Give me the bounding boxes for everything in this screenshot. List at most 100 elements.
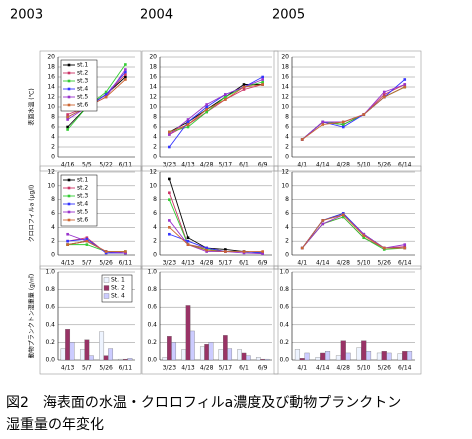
legend-swatch: [67, 79, 71, 83]
series-line: [301, 216, 405, 249]
point: [104, 93, 108, 96]
point: [205, 250, 208, 253]
x-tick-label: 4/16: [61, 162, 75, 169]
series-line: [301, 212, 405, 249]
point: [168, 226, 171, 229]
x-tick-label: 5/26: [99, 260, 113, 267]
y-tick-label: 0.0: [279, 357, 289, 364]
point: [362, 234, 366, 237]
y-tick-label: 2: [51, 238, 55, 245]
point: [341, 215, 345, 219]
bar: [324, 351, 331, 361]
y-tick-label: 14: [47, 84, 55, 91]
x-tick-label: 6/11: [119, 260, 133, 267]
point: [205, 246, 208, 250]
y-tick-label: 0: [51, 154, 55, 161]
y-tick-label: 20: [149, 54, 157, 61]
point: [362, 113, 366, 116]
x-tick-label: 6/11: [119, 365, 133, 372]
point: [124, 75, 127, 79]
x-tick-label: 4/1: [297, 260, 307, 267]
y-tick-label: 6: [153, 124, 157, 131]
series-line: [169, 79, 263, 135]
legend-swatch: [67, 210, 71, 214]
bar: [304, 352, 310, 361]
bar: [118, 358, 124, 361]
y-tick-label: 14: [281, 84, 289, 91]
x-tick-label: 5/7: [82, 260, 92, 267]
legend-label: st.3: [77, 78, 88, 85]
panel-frame: [141, 265, 279, 375]
point: [362, 232, 366, 236]
legend-label: st.1: [77, 62, 88, 69]
x-tick-label: 4/14: [316, 162, 330, 169]
point: [85, 243, 89, 246]
point: [321, 219, 325, 222]
series-line: [169, 227, 263, 252]
bar: [204, 344, 209, 361]
point: [362, 236, 366, 240]
series-line: [169, 233, 263, 254]
x-tick-label: 4/28: [200, 365, 214, 372]
point: [382, 248, 386, 251]
point: [403, 245, 407, 248]
bar: [365, 351, 372, 361]
y-tick-label: 4: [51, 224, 55, 231]
bar: [103, 355, 109, 361]
point: [261, 252, 264, 255]
point: [186, 120, 190, 124]
point: [124, 73, 127, 76]
y-tick-label: 6: [285, 124, 289, 131]
x-tick-label: 5/22: [99, 162, 113, 169]
x-tick-label: 5/10: [357, 162, 371, 169]
bar: [340, 340, 346, 361]
point: [382, 95, 386, 99]
point: [341, 120, 345, 124]
y-tick-label: 0: [51, 252, 55, 259]
x-tick-label: 4/1: [297, 365, 307, 372]
point: [66, 232, 69, 236]
point: [168, 177, 171, 181]
point: [124, 68, 127, 71]
y-tick-label: 10: [281, 104, 289, 111]
point: [341, 213, 345, 217]
point: [186, 125, 190, 129]
x-tick-label: 4/28: [337, 260, 351, 267]
x-tick-label: 5/17: [219, 260, 233, 267]
series-line: [67, 240, 126, 252]
bar: [345, 352, 351, 361]
series-line: [168, 178, 263, 254]
legend-label: st.6: [77, 217, 88, 224]
x-tick-label: 4/13: [181, 260, 195, 267]
point: [104, 250, 108, 253]
point: [382, 93, 386, 96]
y-tick-label: 12: [281, 94, 289, 101]
point: [242, 88, 246, 91]
y-tick-label: 20: [47, 54, 55, 61]
y-tick-label: 0.2: [279, 339, 289, 346]
legend-box: [60, 59, 98, 112]
legend-label: st.6: [77, 102, 88, 109]
y-tick-label: 0.4: [147, 321, 157, 328]
y-tick-label: 16: [149, 74, 157, 81]
series-line: [301, 214, 405, 249]
legend-swatch: [67, 87, 71, 91]
point: [66, 115, 69, 119]
point: [242, 83, 246, 86]
bar: [162, 357, 168, 361]
point: [242, 251, 246, 255]
point: [403, 78, 407, 81]
y-tick-label: 8: [153, 114, 157, 121]
y-tick-label: 6: [153, 210, 157, 217]
legend-swatch: [103, 285, 110, 291]
series-line: [301, 216, 405, 250]
bar: [237, 349, 242, 361]
bar: [241, 352, 247, 361]
point: [66, 243, 69, 246]
series-line: [169, 84, 263, 133]
bar: [406, 351, 413, 361]
bar: [171, 342, 177, 361]
y-tick-label: 1.0: [45, 269, 55, 276]
bar: [69, 342, 75, 361]
